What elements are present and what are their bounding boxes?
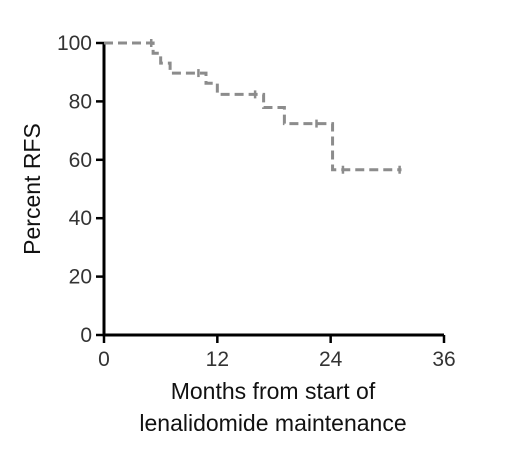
y-tick-label: 100	[57, 32, 92, 55]
x-tick-label: 36	[432, 348, 455, 371]
y-axis-label: Percent RFS	[19, 123, 45, 255]
survival-curve	[104, 41, 402, 172]
x-ticks: 0 12 24 36	[98, 335, 456, 371]
y-tick-label: 80	[69, 90, 92, 113]
y-tick-label: 20	[69, 266, 92, 289]
y-tick-label: 60	[69, 149, 92, 172]
x-tick-label: 0	[98, 348, 110, 371]
axes	[102, 42, 444, 337]
x-tick-label: 12	[206, 348, 229, 371]
x-axis-label-line-1: Months from start of	[171, 378, 376, 404]
y-tick-label: 0	[80, 324, 92, 347]
y-ticks: 0 20 40 60 80 100	[57, 32, 104, 347]
y-tick-label: 40	[69, 207, 92, 230]
plot-area	[104, 39, 402, 174]
x-axis-label-line-2: lenalidomide maintenance	[139, 410, 406, 436]
x-tick-label: 24	[319, 348, 343, 371]
